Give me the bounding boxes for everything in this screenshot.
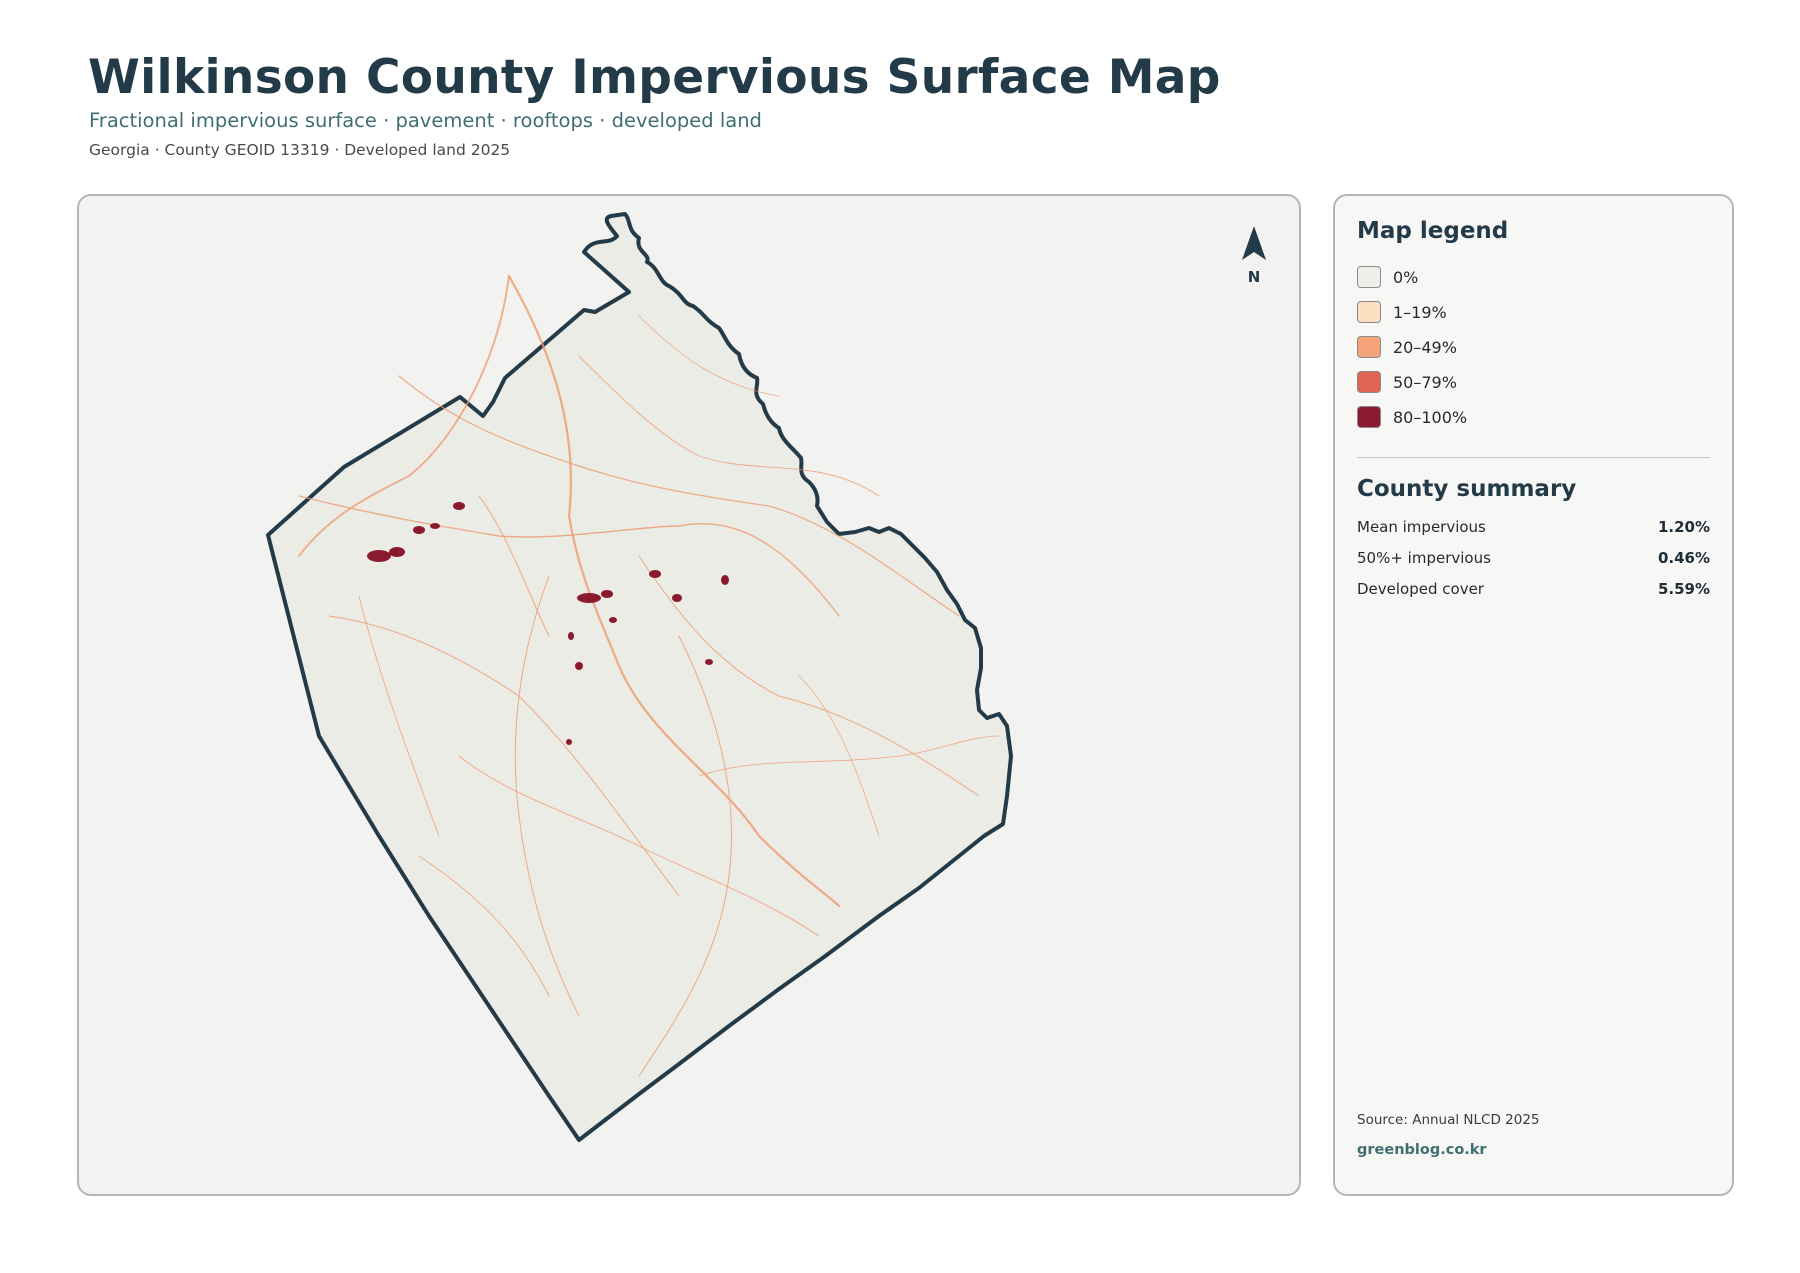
legend-label: 50–79%	[1393, 372, 1457, 392]
summary-value: 1.20%	[1657, 518, 1710, 536]
urban-patch	[389, 547, 405, 557]
road-line	[418, 855, 550, 997]
summary-row: 50%+ impervious 0.46%	[1357, 549, 1710, 567]
urban-patch	[609, 617, 617, 623]
legend-label: 80–100%	[1393, 407, 1468, 427]
urban-patch	[672, 594, 682, 602]
road-line	[638, 315, 780, 397]
road-line	[298, 275, 510, 557]
road-line	[638, 555, 980, 797]
urban-patch	[568, 632, 574, 640]
urban-patch	[453, 502, 465, 510]
legend-label: 1–19%	[1393, 302, 1447, 322]
north-arrow-icon	[1242, 226, 1266, 260]
map-title: Wilkinson County Impervious Surface Map	[88, 50, 1221, 105]
legend-item: 0%	[1357, 265, 1418, 289]
north-label: N	[1247, 268, 1261, 286]
road-line	[358, 595, 440, 837]
road-line	[507, 274, 841, 908]
county-map[interactable]	[79, 196, 1301, 1196]
legend-label: 20–49%	[1393, 337, 1457, 357]
road-network	[298, 274, 1000, 1077]
road-line	[458, 755, 820, 937]
summary-row: Mean impervious 1.20%	[1357, 518, 1710, 536]
legend-item: 80–100%	[1357, 405, 1467, 429]
legend-swatch	[1357, 336, 1381, 358]
urban-patch	[430, 523, 440, 529]
urban-patch	[577, 593, 601, 603]
summary-row: Developed cover 5.59%	[1357, 580, 1710, 598]
summary-value: 0.46%	[1657, 549, 1710, 567]
summary-label: Mean impervious	[1357, 518, 1486, 536]
urban-patch	[601, 590, 613, 598]
legend-item: 1–19%	[1357, 300, 1447, 324]
road-line	[798, 675, 880, 837]
county-boundary	[266, 212, 1013, 1142]
site-link[interactable]: greenblog.co.kr	[1357, 1142, 1487, 1158]
road-line	[398, 375, 960, 617]
road-line	[298, 495, 840, 617]
urban-patch	[575, 662, 583, 670]
legend-label: 0%	[1393, 267, 1419, 287]
source-note: Source: Annual NLCD 2025	[1357, 1112, 1540, 1128]
legend-swatch	[1357, 266, 1381, 288]
legend-swatch	[1357, 371, 1381, 393]
urban-patch	[566, 739, 572, 745]
summary-label: 50%+ impervious	[1357, 549, 1491, 567]
road-line	[698, 735, 1000, 777]
summary-value: 5.59%	[1657, 580, 1710, 598]
summary-label: Developed cover	[1357, 580, 1484, 598]
road-line	[478, 495, 550, 637]
urban-patch	[705, 659, 713, 665]
urban-patch	[413, 526, 425, 534]
summary-heading: County summary	[1357, 476, 1577, 502]
urban-patch	[367, 550, 391, 562]
map-meta: Georgia · County GEOID 13319 · Developed…	[89, 141, 511, 159]
legend-divider	[1357, 457, 1710, 458]
urban-patch	[649, 570, 661, 578]
legend-heading: Map legend	[1357, 218, 1509, 244]
legend-panel: Map legend 0% 1–19% 20–49% 50–79% 80–100…	[1333, 194, 1734, 1196]
road-line	[514, 575, 580, 1017]
legend-swatch	[1357, 406, 1381, 428]
map-subtitle: Fractional impervious surface · pavement…	[89, 109, 762, 132]
legend-item: 20–49%	[1357, 335, 1457, 359]
urban-patch	[721, 575, 729, 585]
road-line	[578, 355, 880, 497]
map-panel[interactable]: N	[77, 194, 1301, 1196]
legend-item: 50–79%	[1357, 370, 1457, 394]
north-arrow: N	[1234, 226, 1274, 286]
urban-patches	[367, 502, 729, 745]
legend-swatch	[1357, 301, 1381, 323]
road-line	[638, 635, 733, 1077]
